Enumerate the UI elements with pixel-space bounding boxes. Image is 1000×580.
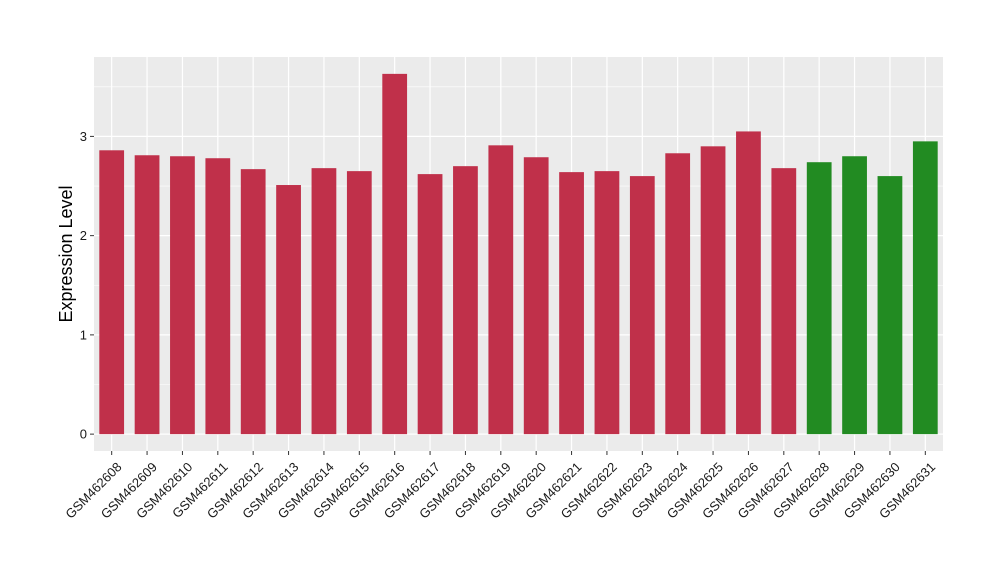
bar-GSM462616	[382, 73, 408, 435]
y-axis: 0 1 2 3	[80, 129, 94, 442]
y-tick-label: 0	[80, 427, 87, 442]
bar-GSM462614	[311, 168, 337, 435]
y-tick-label: 1	[80, 327, 87, 342]
bar-GSM462613	[276, 185, 301, 435]
bar-GSM462623	[629, 176, 655, 435]
plot-panel	[94, 57, 943, 451]
y-tick-label: 3	[80, 129, 87, 144]
bar-GSM462619	[488, 145, 514, 435]
bar-GSM462609	[134, 155, 160, 435]
bar-GSM462631	[912, 141, 938, 435]
bar-GSM462627	[771, 168, 797, 435]
bar-GSM462621	[559, 172, 584, 435]
bar-GSM462615	[346, 171, 372, 435]
bar-GSM462611	[205, 158, 231, 435]
bar-GSM462626	[736, 131, 761, 435]
bars	[99, 73, 938, 435]
bar-GSM462610	[170, 156, 195, 435]
bar-GSM462625	[700, 146, 726, 435]
y-axis-title: Expression Level	[56, 185, 76, 322]
bar-GSM462624	[665, 153, 691, 435]
y-tick-label: 2	[80, 228, 87, 243]
bar-GSM462628	[806, 162, 832, 435]
bar-GSM462630	[877, 176, 903, 435]
bar-GSM462622	[594, 171, 620, 435]
bar-GSM462608	[99, 150, 125, 435]
bar-GSM462618	[453, 166, 478, 435]
x-axis: GSM462608GSM462609GSM462610GSM462611GSM4…	[62, 451, 938, 522]
bar-GSM462612	[240, 169, 266, 435]
bar-GSM462617	[417, 174, 443, 435]
bar-GSM462620	[523, 157, 549, 435]
bar-GSM462629	[842, 156, 867, 435]
